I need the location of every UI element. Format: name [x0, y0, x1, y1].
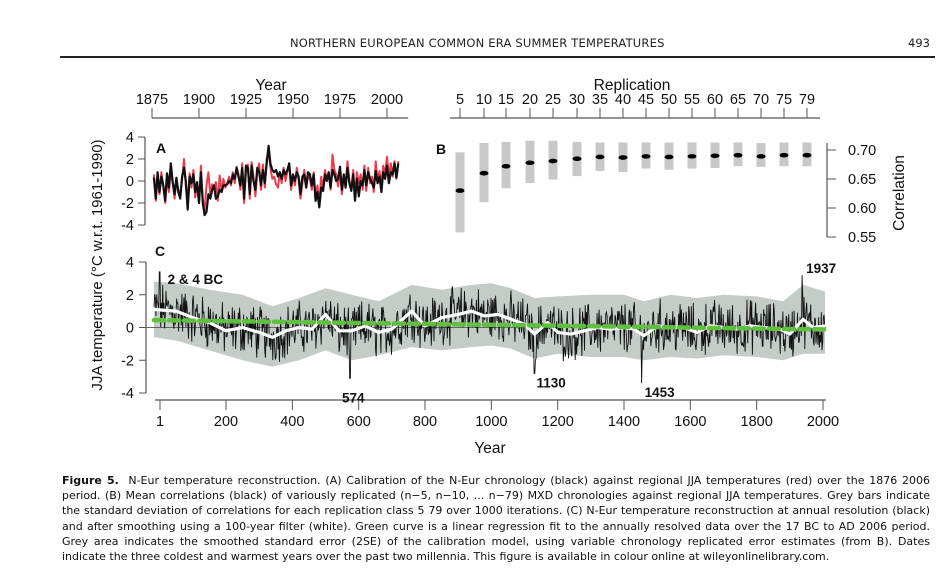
panel-c-trend-line — [151, 317, 828, 332]
panel-c-annotation: 574 — [342, 390, 365, 405]
panel-a-label: A — [156, 140, 166, 156]
panel-a-x-tick-label: 1925 — [230, 92, 262, 108]
panel-c-y-tick-label: -2 — [121, 353, 134, 369]
panel-a-y-tick-label: 0 — [126, 174, 134, 190]
panel-c-y-tick-label: 4 — [126, 255, 134, 271]
panel-b-mean-point — [664, 154, 674, 160]
panel-c-annual-reconstruction — [153, 271, 826, 384]
running-head: NORTHERN EUROPEAN COMMON ERA SUMMER TEMP… — [0, 34, 937, 54]
panel-b-x-tick-label: 60 — [707, 92, 723, 108]
panel-b-mean-point — [618, 155, 628, 160]
panel-a-x-tick-label: 2000 — [371, 92, 403, 108]
panel-b-x-tick-label: 79 — [799, 92, 815, 108]
panel-c-annotation: 1937 — [806, 261, 836, 276]
running-title: NORTHERN EUROPEAN COMMON ERA SUMMER TEMP… — [290, 36, 665, 50]
panel-c-x-tick-label: 1200 — [542, 414, 574, 430]
panel-b-x-tick-label: 70 — [753, 92, 769, 108]
panel-b-mean-point — [479, 170, 489, 176]
panel-b-x-tick-label: 55 — [684, 92, 700, 108]
figure-caption: Figure 5. N-Eur temperature reconstructi… — [62, 473, 930, 564]
panel-c-y-tick-label: 2 — [126, 288, 134, 304]
panel-c-annotation: 1453 — [645, 385, 676, 400]
header-rule — [60, 56, 935, 58]
panel-c-smoothed-curve — [153, 307, 826, 339]
panel-b-x-tick-label: 50 — [661, 92, 677, 108]
panel-b-x-tick-label: 45 — [638, 92, 654, 108]
panel-b-y-tick-label: 0.55 — [848, 230, 876, 246]
panel-b-x-tick-label: 20 — [522, 92, 538, 108]
panel-b-y-tick-label: 0.65 — [848, 172, 876, 188]
panel-b-x-tick-label: 65 — [730, 92, 746, 108]
panel-b-mean-point — [756, 154, 766, 159]
panel-b-x-tick-label: 35 — [592, 92, 608, 108]
panel-a-x-tick-label: 1900 — [183, 92, 215, 108]
panel-a: 1875 1900 1925 1950 1975 2000 Year -4 -2 0 2 4 A — [121, 77, 409, 234]
panel-b-x-tick-label: 30 — [569, 92, 585, 108]
panel-c-y-tick-label: -4 — [121, 386, 134, 402]
panel-b-x-tick-label: 15 — [498, 92, 514, 108]
page-number: 493 — [908, 36, 930, 50]
panel-c-x-tick-label: 200 — [214, 414, 238, 430]
panel-b-y-tick-label: 0.60 — [848, 201, 876, 217]
panel-c-x-axis-title: Year — [474, 440, 505, 457]
panel-a-x-axis-title: Year — [255, 77, 286, 94]
panel-a-y-tick-label: 2 — [126, 152, 134, 168]
panel-c-x-tick-label: 1400 — [608, 414, 640, 430]
panel-b-mean-point — [802, 152, 812, 158]
panel-b-y-tick-label: 0.70 — [848, 143, 876, 159]
panel-b-x-tick-label: 10 — [476, 92, 492, 108]
panel-b-x-axis-title: Replication — [594, 77, 671, 94]
panel-b-mean-point — [687, 154, 697, 159]
panel-b-mean-point — [595, 154, 605, 160]
panel-c-y-tick-label: 0 — [126, 321, 134, 337]
panel-c-x-tick-label: 800 — [413, 414, 437, 430]
panel-c-x-tick-label: 1600 — [674, 414, 706, 430]
panel-b-label: B — [436, 141, 446, 157]
panel-b-mean-point — [641, 154, 651, 159]
panel-b-mean-point — [733, 152, 743, 158]
panel-b-x-tick-label: 5 — [456, 92, 464, 108]
caption-label: Figure 5. — [62, 474, 119, 487]
panel-a-y-tick-label: 4 — [126, 130, 134, 146]
panel-b-x-tick-label: 40 — [615, 92, 631, 108]
panel-b-x-tick-label: 25 — [545, 92, 561, 108]
panel-a-y-tick-label: -4 — [121, 218, 134, 234]
panel-b-mean-point — [501, 163, 511, 169]
panel-c-annotation: 2 & 4 BC — [168, 272, 224, 287]
panel-b-mean-point — [779, 152, 789, 158]
panel-a-chronology-line — [152, 144, 400, 217]
panel-b-mean-point — [455, 188, 465, 193]
panel-c-x-tick-label: 1800 — [741, 414, 773, 430]
panel-a-x-tick-label: 1975 — [324, 92, 356, 108]
panel-b-y-axis-title: Correlation — [891, 155, 908, 231]
panel-c-x-tick-label: 2000 — [807, 414, 839, 430]
caption-text: N-Eur temperature reconstruction. (A) Ca… — [62, 474, 930, 564]
panel-b: 5 10 15 20 25 30 35 40 45 50 55 60 65 70 75 79 Replicati… — [436, 77, 908, 246]
panel-b-mean-point — [710, 153, 720, 159]
panel-a-x-tick-label: 1875 — [136, 92, 168, 108]
panel-b-mean-point — [572, 156, 582, 161]
panel-a-y-tick-label: -2 — [121, 196, 134, 212]
panel-c-x-tick-label: 1000 — [475, 414, 507, 430]
panel-c-x-tick-label: 400 — [280, 414, 304, 430]
panel-c-x-tick-label: 600 — [347, 414, 371, 430]
panel-b-mean-point — [548, 158, 558, 164]
shared-y-axis-label: JJA temperature (°C w.r.t. 1961-1990) — [89, 139, 106, 390]
panel-c-label: C — [155, 243, 165, 259]
panel-c-x-tick-label: 1 — [156, 414, 164, 430]
panel-a-x-tick-label: 1950 — [277, 92, 309, 108]
panel-c-annotation: 1130 — [536, 375, 565, 390]
panel-b-x-tick-label: 75 — [776, 92, 792, 108]
panel-b-mean-point — [525, 160, 535, 166]
